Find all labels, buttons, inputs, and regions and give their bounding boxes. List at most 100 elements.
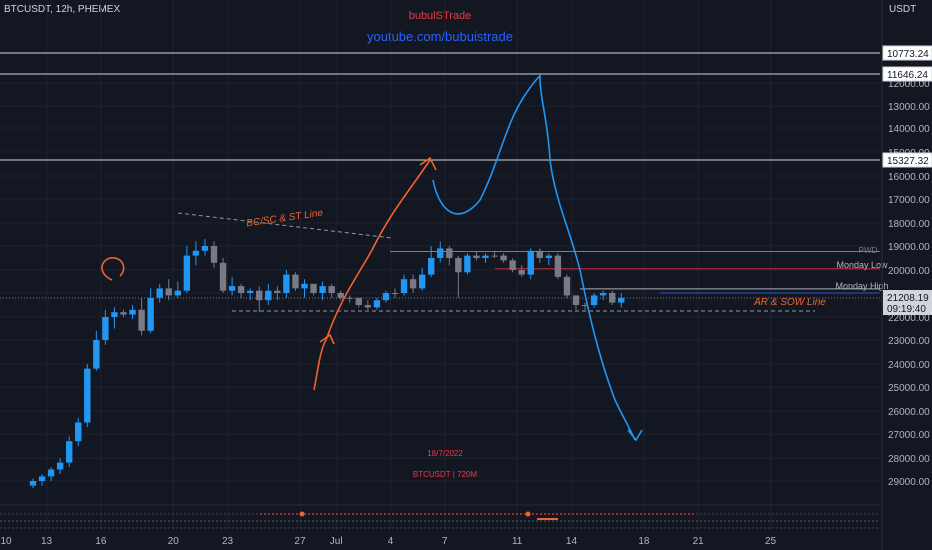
annotation-label: 18/7/2022 [427,449,463,458]
level-label: 11646.24 [887,70,928,81]
candle-body [518,270,525,275]
candle-body [66,441,73,463]
candle-body [500,255,507,261]
candle-body [111,312,118,317]
candle-body [536,250,543,258]
x-tick-label: 4 [388,536,394,547]
candle-body [572,295,580,305]
candle-body [618,297,625,303]
axis-unit-label: USDT [889,4,917,15]
candle-body [428,258,435,275]
y-tick-label: 13000.00 [888,102,930,113]
candle-body [446,248,453,258]
candle-body [328,286,335,293]
y-tick-label: 14000.00 [888,124,930,135]
annotation-label: PWD [859,246,878,255]
level-box [882,66,932,82]
candle-body [38,476,46,481]
candle-body [382,293,390,301]
brand-label: bubulSTrade [408,10,472,22]
drawings [101,74,815,442]
candle-body [391,293,399,294]
candle-body [93,340,100,369]
candle-body [355,297,362,305]
y-tick-label: 27000.00 [888,430,930,441]
orange-arrow-path [313,156,437,391]
x-tick-label: 10 [0,536,12,547]
candle-body [527,250,534,275]
x-tick-label: 25 [765,536,777,547]
x-tick-label: 11 [512,536,523,547]
candle-body [84,368,91,423]
candle-body [274,290,281,293]
time-axis: 10 13 16 20 23 27 Jul 4 7 11 14 18 21 25 [0,536,776,547]
candle-body [210,246,218,263]
annotations: BC/SC & ST Line AR & SOW Line PWD Monday Lo… [246,208,889,479]
indicator-pane [0,504,880,529]
candle-body [301,283,308,289]
bcsc-st-line [177,212,393,239]
candle-body [165,288,172,296]
candle-body [418,274,426,289]
annotation-label: Monday High [835,281,888,291]
y-tick-label: 17000.00 [888,195,930,206]
x-tick-label: 13 [41,536,53,547]
candle-body [120,312,127,315]
candle-body [337,293,344,298]
candle-body [437,248,444,258]
candle-body [581,305,589,306]
candle-body [219,262,227,291]
x-tick-label: 20 [168,536,180,547]
candle-body [364,305,372,308]
price-axis: 12000.0013000.0014000.0015000.0016000.00… [881,0,932,550]
candle-body [599,293,607,296]
candle-body [545,255,553,258]
candle-body [346,297,353,299]
x-tick-label: 14 [566,536,578,547]
candle-body [491,255,498,257]
candle-body [201,246,209,251]
candle-body [129,309,136,315]
candle-body [373,300,381,308]
candle-body [400,279,408,293]
candle-body [292,274,299,289]
candle-body [47,469,55,477]
y-tick-label: 12000.00 [888,79,930,90]
y-tick-label: 28000.00 [888,454,930,465]
x-tick-label: 18 [638,536,650,547]
candle-body [156,288,163,298]
x-tick-label: 27 [294,536,306,547]
candle-body [554,255,562,277]
candle-body [265,290,272,301]
candle-body [509,260,516,270]
y-tick-label: 26000.00 [888,407,930,418]
candle-body [283,274,290,293]
candle-body [102,317,109,340]
candle-body [228,286,236,291]
countdown-label: 09:19:40 [887,304,926,315]
y-tick-label: 20000.00 [888,266,930,277]
level-box [882,45,932,61]
candle-body [563,276,571,296]
indicator-dot [299,511,305,517]
candle-body [138,309,145,331]
current-price-label: 21208.19 [887,293,929,304]
candle-body [56,462,64,470]
candle-body [473,255,480,258]
x-tick-label: 7 [442,536,448,547]
candle-body [319,286,326,293]
y-tick-label: 22000.00 [888,313,930,324]
x-tick-label: 16 [95,536,107,547]
candle-body [237,286,245,293]
indicator-dot [525,511,531,517]
candle-body [183,255,191,291]
y-tick-label: 16000.00 [888,172,930,183]
y-tick-label: 29000.00 [888,477,930,488]
candle-body [75,422,82,442]
x-tick-label: 21 [693,536,705,547]
level-box [882,152,932,168]
candles [29,239,625,488]
candle-body [29,481,37,486]
orange-circle [101,257,125,281]
